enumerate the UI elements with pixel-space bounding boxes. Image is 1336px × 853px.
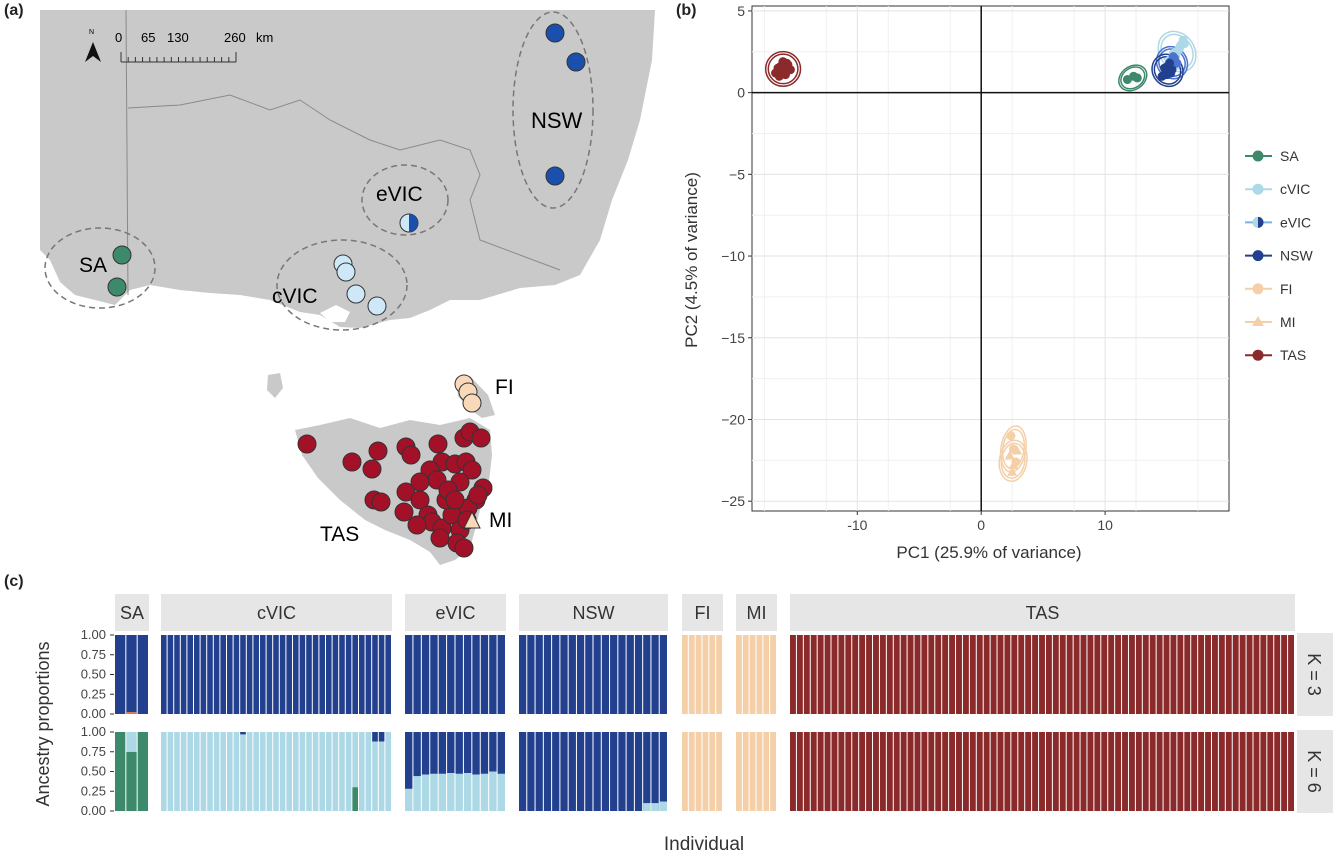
map-point-fi <box>462 393 482 413</box>
map-point-tas <box>297 434 317 454</box>
port-phillip-bay <box>320 305 350 322</box>
map-point-tas <box>471 428 491 448</box>
map-label-sa: SA <box>79 254 107 277</box>
map-point-tas <box>410 472 430 492</box>
scale-tick-130: 130 <box>167 30 189 45</box>
scale-tick-0: 0 <box>115 30 122 45</box>
panel-label-a: (a) <box>4 2 24 19</box>
map-point-cvic <box>346 284 366 304</box>
map-point-nsw <box>545 166 565 186</box>
border-vic-nsw <box>127 94 561 271</box>
region-ellipse-nsw <box>512 11 594 209</box>
king-island <box>267 373 283 398</box>
map-label-cvic: cVIC <box>272 285 318 308</box>
map-point-tas <box>454 538 474 558</box>
map-point-tas <box>430 528 450 548</box>
map-point-nsw <box>566 52 586 72</box>
map-label-fi: FI <box>495 376 514 399</box>
map-point-tas <box>428 434 448 454</box>
north-arrow-icon: N <box>85 29 101 62</box>
map-point-tas <box>445 490 465 510</box>
map-point-tas <box>401 445 421 465</box>
map-point-sa <box>107 277 127 297</box>
scale-tick-260: 260 <box>224 30 246 45</box>
map-point-cvic <box>336 262 356 282</box>
map-point-sa <box>112 245 132 265</box>
map-point-mi <box>463 510 481 529</box>
map-point-tas <box>342 452 362 472</box>
scale-unit: km <box>256 30 273 45</box>
map-point-cvic <box>367 296 387 316</box>
map-point-tas <box>394 502 414 522</box>
map-label-mi: MI <box>489 509 512 532</box>
region-ellipse-sa <box>44 227 156 309</box>
panel-label-b: (b) <box>676 2 697 19</box>
map-point-tas <box>368 441 388 461</box>
map-label-tas: TAS <box>320 523 359 546</box>
map-point-tas <box>407 515 427 535</box>
map-label-evic: eVIC <box>376 183 423 206</box>
map-point-tas <box>371 492 391 512</box>
scale-tick-65: 65 <box>141 30 155 45</box>
region-ellipse-cvic <box>276 239 408 331</box>
panel-label-c: (c) <box>4 573 24 590</box>
map-point-tas <box>468 485 488 505</box>
map-point-evic <box>399 213 419 233</box>
region-ellipse-evic <box>361 164 449 236</box>
map-label-nsw: NSW <box>531 108 583 133</box>
map-point-nsw <box>545 23 565 43</box>
map-point-tas <box>362 459 382 479</box>
svg-text:N: N <box>89 29 94 36</box>
scale-bar: 0 65 130 260 km <box>115 30 273 63</box>
map-point-tas <box>462 460 482 480</box>
